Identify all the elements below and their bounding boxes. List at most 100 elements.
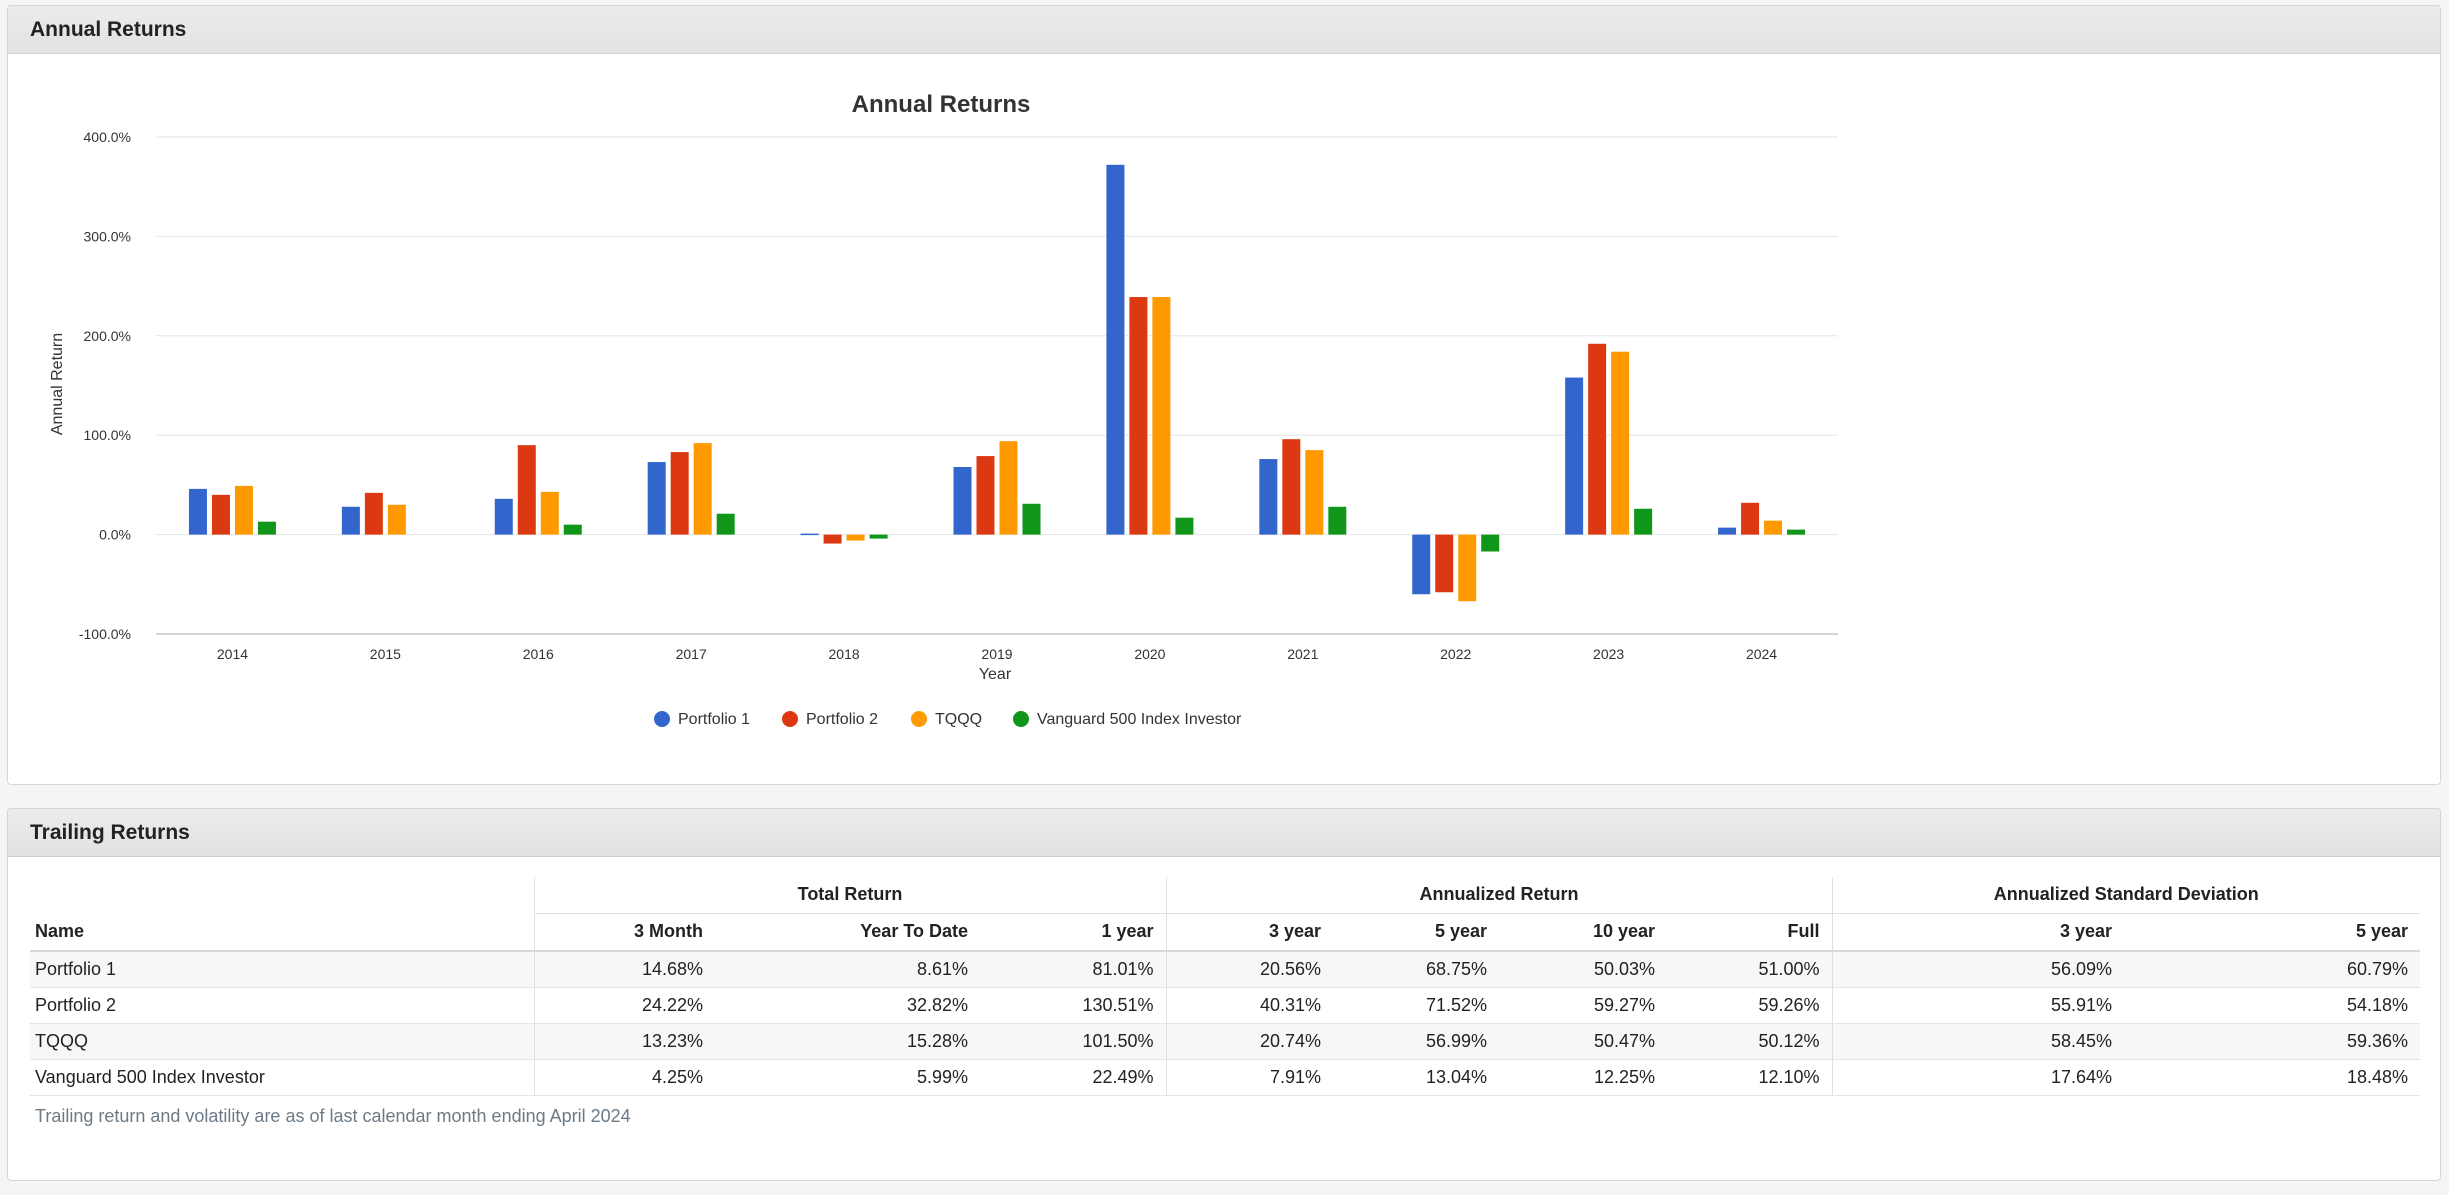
bar[interactable] [257, 521, 276, 535]
trailing-note: Trailing return and volatility are as of… [35, 1106, 631, 1126]
col-1-year[interactable]: 1 year [980, 913, 1166, 952]
bar[interactable] [869, 534, 888, 539]
bar[interactable] [1787, 529, 1806, 535]
bar[interactable] [846, 534, 865, 541]
cell: 40.31% [1165, 987, 1333, 1024]
bar[interactable] [563, 524, 582, 535]
legend-label[interactable]: TQQQ [935, 711, 982, 728]
bar[interactable] [188, 488, 207, 535]
cell: 13.23% [533, 1023, 715, 1060]
bar[interactable] [999, 441, 1018, 535]
col-sd-3-year[interactable]: 3 year [1831, 913, 2124, 952]
cell: 50.12% [1667, 1023, 1832, 1060]
cell: 15.28% [715, 1023, 980, 1060]
bar[interactable] [716, 513, 735, 535]
bar[interactable] [1481, 534, 1500, 552]
bar[interactable] [1175, 517, 1194, 535]
bar[interactable] [1305, 450, 1324, 535]
group-annualized-return: Annualized Return [1165, 877, 1832, 914]
bar[interactable] [364, 492, 383, 535]
legend-marker[interactable] [782, 711, 798, 727]
annual-returns-chart: 400.0% 300.0% 200.0% 100.0% 0.0% -100.0% 2014… [49, 91, 1838, 728]
cell: 60.79% [2124, 951, 2420, 988]
trailing-returns-header: Trailing Returns [8, 809, 2440, 857]
legend-label[interactable]: Portfolio 2 [806, 711, 878, 728]
cell: 59.36% [2124, 1023, 2420, 1060]
bar[interactable] [1328, 506, 1347, 535]
legend-marker[interactable] [654, 711, 670, 727]
x-tick-label: 2024 [1746, 646, 1777, 662]
cell: 68.75% [1333, 951, 1499, 988]
col-3-year[interactable]: 3 year [1165, 913, 1333, 952]
cell: 13.04% [1333, 1059, 1499, 1096]
trailing-returns-panel: Trailing Returns Total Return Annualized… [7, 808, 2441, 1181]
cell: 7.91% [1165, 1059, 1333, 1096]
bar[interactable] [670, 452, 689, 535]
bar[interactable] [234, 485, 253, 535]
x-tick-label: 2023 [1593, 646, 1624, 662]
col-3-month[interactable]: 3 Month [533, 913, 715, 952]
y-tick-label: 100.0% [84, 427, 131, 443]
cell: 54.18% [2124, 987, 2420, 1024]
bar[interactable] [1259, 459, 1278, 535]
bar[interactable] [387, 504, 406, 535]
bar[interactable] [1458, 534, 1477, 602]
row-name: TQQQ [30, 1023, 534, 1060]
bar[interactable] [1764, 520, 1783, 535]
bar[interactable] [1588, 343, 1607, 535]
col-10-year[interactable]: 10 year [1499, 913, 1667, 952]
group-total-return: Total Return [533, 877, 1166, 914]
bar[interactable] [1129, 297, 1148, 535]
bar[interactable] [823, 534, 842, 544]
bar[interactable] [800, 533, 819, 536]
y-tick-label: 300.0% [84, 228, 131, 244]
legend-marker[interactable] [911, 711, 927, 727]
group-annualized-stddev: Annualized Standard Deviation [1831, 877, 2420, 914]
legend-label[interactable]: Portfolio 1 [678, 711, 750, 728]
cell: 51.00% [1667, 951, 1832, 988]
col-ytd[interactable]: Year To Date [715, 913, 980, 952]
y-tick-label: 400.0% [84, 129, 131, 145]
bar[interactable] [1718, 527, 1737, 535]
cell: 22.49% [980, 1059, 1166, 1096]
bar[interactable] [211, 494, 230, 535]
x-tick-label: 2018 [829, 646, 860, 662]
col-sd-5-year[interactable]: 5 year [2124, 913, 2420, 952]
col-full[interactable]: Full [1667, 913, 1832, 952]
bar[interactable] [1022, 503, 1041, 535]
bar[interactable] [953, 467, 972, 535]
legend-marker[interactable] [1013, 711, 1029, 727]
bar[interactable] [647, 462, 666, 535]
bar[interactable] [1634, 508, 1653, 535]
bar[interactable] [341, 506, 360, 535]
cell: 55.91% [1831, 987, 2124, 1024]
cell: 18.48% [2124, 1059, 2420, 1096]
bar[interactable] [1565, 377, 1584, 535]
x-tick-label: 2015 [370, 646, 401, 662]
x-axis-title: Year [979, 666, 1012, 683]
cell: 5.99% [715, 1059, 980, 1096]
cell: 20.74% [1165, 1023, 1333, 1060]
y-tick-label: 0.0% [99, 527, 131, 543]
bar[interactable] [1152, 297, 1171, 535]
bar[interactable] [517, 445, 536, 535]
col-name[interactable]: Name [30, 913, 534, 952]
y-axis-title: Annual Return [49, 333, 66, 435]
col-5-year[interactable]: 5 year [1333, 913, 1499, 952]
bar[interactable] [1741, 502, 1760, 535]
bar[interactable] [540, 491, 559, 535]
x-tick-label: 2016 [523, 646, 554, 662]
table-row: Vanguard 500 Index Investor 4.25% 5.99% … [30, 1059, 2420, 1096]
bar[interactable] [1412, 534, 1431, 595]
bar[interactable] [976, 456, 995, 535]
trailing-returns-table: Total Return Annualized Return Annualize… [30, 877, 2420, 1096]
bar[interactable] [1435, 534, 1454, 593]
legend-label[interactable]: Vanguard 500 Index Investor [1037, 711, 1242, 728]
bar[interactable] [494, 498, 513, 535]
bar[interactable] [1106, 164, 1125, 535]
cell: 20.56% [1165, 951, 1333, 988]
bar[interactable] [1611, 351, 1630, 535]
bar[interactable] [693, 443, 712, 535]
bar[interactable] [1282, 439, 1301, 535]
cell: 101.50% [980, 1023, 1166, 1060]
